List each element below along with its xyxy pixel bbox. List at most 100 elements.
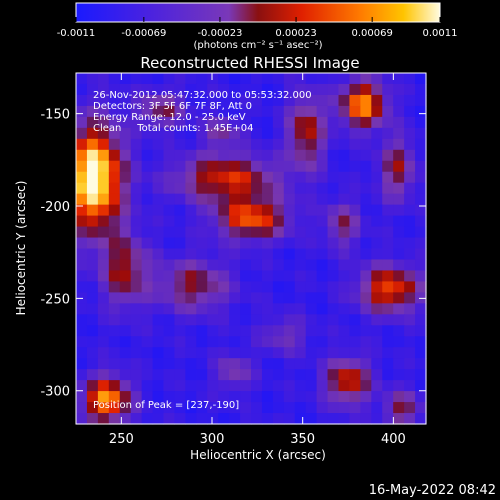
- heatmap-cell: [141, 116, 154, 129]
- heatmap-cell: [371, 73, 383, 85]
- heatmap-cell: [86, 73, 99, 85]
- heatmap-cell: [152, 248, 165, 261]
- heatmap-cell: [240, 193, 252, 206]
- heatmap-cell: [338, 149, 351, 162]
- heatmap-cell: [152, 391, 165, 403]
- heatmap-cell: [174, 127, 186, 140]
- heatmap-cell: [119, 325, 132, 337]
- heatmap-cell: [382, 413, 394, 425]
- heatmap-cell: [185, 116, 197, 129]
- heatmap-cell: [349, 160, 361, 173]
- heatmap-cell: [152, 149, 165, 162]
- heatmap-cell: [218, 182, 230, 195]
- heatmap-cell: [327, 226, 340, 239]
- heatmap-cell: [218, 336, 230, 348]
- heatmap-cell: [207, 171, 219, 184]
- heatmap-cell: [404, 248, 416, 261]
- colorbar-tick-label: -0.0011: [57, 28, 96, 39]
- heatmap-cell: [393, 402, 405, 414]
- heatmap-cell: [305, 105, 318, 118]
- heatmap-cell: [108, 182, 121, 195]
- heatmap-cell: [163, 248, 176, 261]
- plot-frame: [75, 72, 427, 425]
- heatmap-cell: [251, 160, 263, 173]
- heatmap-cell: [393, 336, 405, 348]
- heatmap-cell: [218, 226, 230, 239]
- heatmap-cell: [218, 303, 230, 315]
- x-tick-label: 300: [200, 432, 225, 447]
- heatmap-cell: [338, 248, 351, 261]
- heatmap-cell: [305, 380, 318, 392]
- heatmap-cell: [196, 237, 208, 250]
- heatmap-cell: [294, 402, 307, 414]
- heatmap-cell: [272, 193, 285, 206]
- heatmap-cell: [283, 226, 296, 239]
- heatmap-cell: [349, 204, 361, 217]
- heatmap-cell: [152, 204, 165, 217]
- heatmap-cell: [415, 270, 427, 283]
- heatmap-cell: [97, 138, 110, 151]
- heatmap-cell: [152, 160, 165, 173]
- heatmap-cell: [349, 259, 361, 272]
- heatmap-cell: [305, 358, 318, 370]
- heatmap-cell: [174, 259, 186, 272]
- heatmap-cell: [283, 237, 296, 250]
- heatmap-cell: [294, 171, 307, 184]
- heatmap-cell: [305, 94, 318, 107]
- heatmap-cell: [327, 325, 340, 337]
- heatmap-cell: [196, 369, 208, 381]
- heatmap-cell: [371, 259, 383, 272]
- heatmap-cell: [272, 160, 285, 173]
- heatmap-cell: [404, 94, 416, 107]
- heatmap-cell: [261, 116, 274, 129]
- heatmap-cell: [207, 391, 219, 403]
- heatmap-cell: [229, 116, 241, 129]
- heatmap-cell: [130, 226, 143, 239]
- heatmap-cell: [229, 248, 241, 261]
- heatmap-cell: [415, 94, 427, 107]
- heatmap-cell: [415, 402, 427, 414]
- heatmap-cell: [349, 83, 361, 96]
- heatmap-cell: [382, 73, 394, 85]
- heatmap-cell: [130, 303, 143, 315]
- heatmap-cell: [130, 281, 143, 293]
- heatmap-cell: [240, 138, 252, 151]
- heatmap-cell: [119, 292, 132, 304]
- heatmap-cell: [305, 193, 318, 206]
- heatmap-cell: [360, 259, 372, 272]
- heatmap-cell: [86, 314, 99, 326]
- heatmap-cell: [393, 237, 405, 250]
- heatmap-cell: [76, 138, 88, 151]
- heatmap-cell: [338, 270, 351, 283]
- heatmap-cell: [229, 358, 241, 370]
- heatmap-cell: [272, 303, 285, 315]
- heatmap-cell: [174, 303, 186, 315]
- heatmap-cell: [404, 380, 416, 392]
- heatmap-cell: [196, 171, 208, 184]
- heatmap-cell: [86, 193, 99, 206]
- heatmap-cell: [163, 292, 176, 304]
- heatmap-cell: [404, 336, 416, 348]
- axis-ticks: 250 300 350 400 -150 -200 -250 -300: [40, 73, 426, 447]
- heatmap-cell: [174, 138, 186, 151]
- heatmap-cell: [185, 171, 197, 184]
- heatmap-cell: [382, 171, 394, 184]
- heatmap-cell: [404, 127, 416, 140]
- heatmap-cell: [119, 127, 132, 140]
- heatmap-cell: [130, 314, 143, 326]
- heatmap-cell: [382, 325, 394, 337]
- heatmap-cell: [108, 73, 121, 85]
- heatmap-cell: [415, 303, 427, 315]
- heatmap-cell: [86, 248, 99, 261]
- heatmap-cell: [130, 127, 143, 140]
- heatmap-cell: [196, 292, 208, 304]
- heatmap-cell: [196, 358, 208, 370]
- heatmap-cell: [251, 281, 263, 293]
- heatmap-cell: [360, 380, 372, 392]
- heatmap-cell: [218, 116, 230, 129]
- heatmap-cell: [404, 270, 416, 283]
- heatmap-cell: [371, 193, 383, 206]
- heatmap-cell: [229, 94, 241, 107]
- heatmap-cell: [86, 116, 99, 129]
- heatmap-cell: [218, 292, 230, 304]
